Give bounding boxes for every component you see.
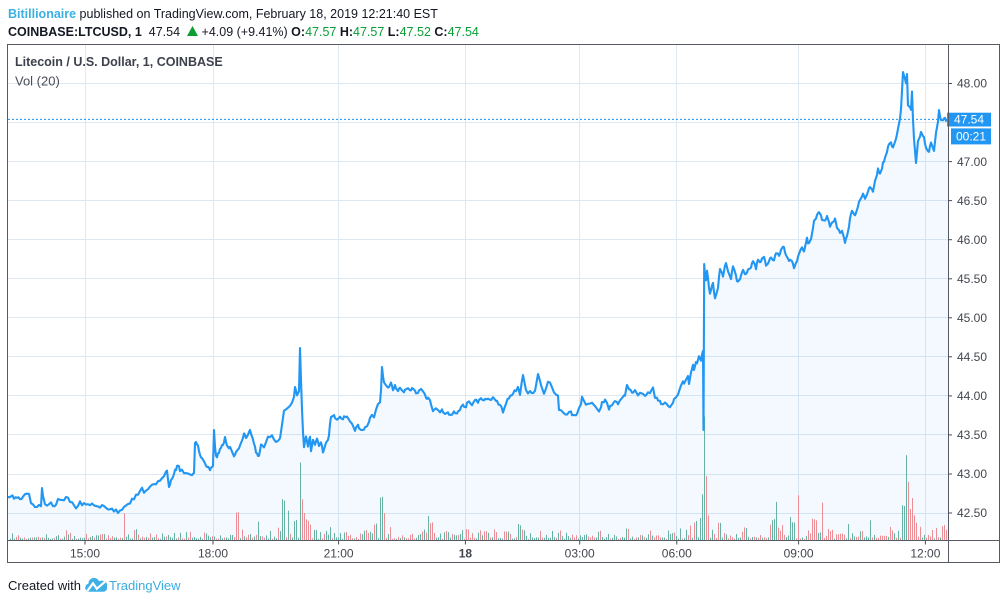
svg-text:47.54: 47.54 xyxy=(954,113,984,127)
svg-text:44.50: 44.50 xyxy=(957,350,987,364)
svg-text:00:21: 00:21 xyxy=(956,129,986,143)
svg-text:18:00: 18:00 xyxy=(198,547,228,561)
svg-text:44.00: 44.00 xyxy=(957,389,987,403)
svg-text:03:00: 03:00 xyxy=(565,547,595,561)
svg-text:09:00: 09:00 xyxy=(784,547,814,561)
svg-text:45.00: 45.00 xyxy=(957,311,987,325)
svg-text:12:00: 12:00 xyxy=(910,547,940,561)
svg-text:15:00: 15:00 xyxy=(70,547,100,561)
svg-text:Vol (20): Vol (20) xyxy=(15,74,60,89)
svg-text:45.50: 45.50 xyxy=(957,272,987,286)
svg-text:47.00: 47.00 xyxy=(957,155,987,169)
svg-text:46.00: 46.00 xyxy=(957,233,987,247)
svg-text:43.50: 43.50 xyxy=(957,428,987,442)
svg-text:06:00: 06:00 xyxy=(662,547,692,561)
svg-text:21:00: 21:00 xyxy=(324,547,354,561)
svg-text:Litecoin / U.S. Dollar, 1, COI: Litecoin / U.S. Dollar, 1, COINBASE xyxy=(15,55,223,69)
svg-text:48.00: 48.00 xyxy=(957,77,987,91)
svg-text:42.50: 42.50 xyxy=(957,506,987,520)
svg-text:18: 18 xyxy=(459,547,473,561)
svg-text:43.00: 43.00 xyxy=(957,467,987,481)
svg-text:46.50: 46.50 xyxy=(957,194,987,208)
